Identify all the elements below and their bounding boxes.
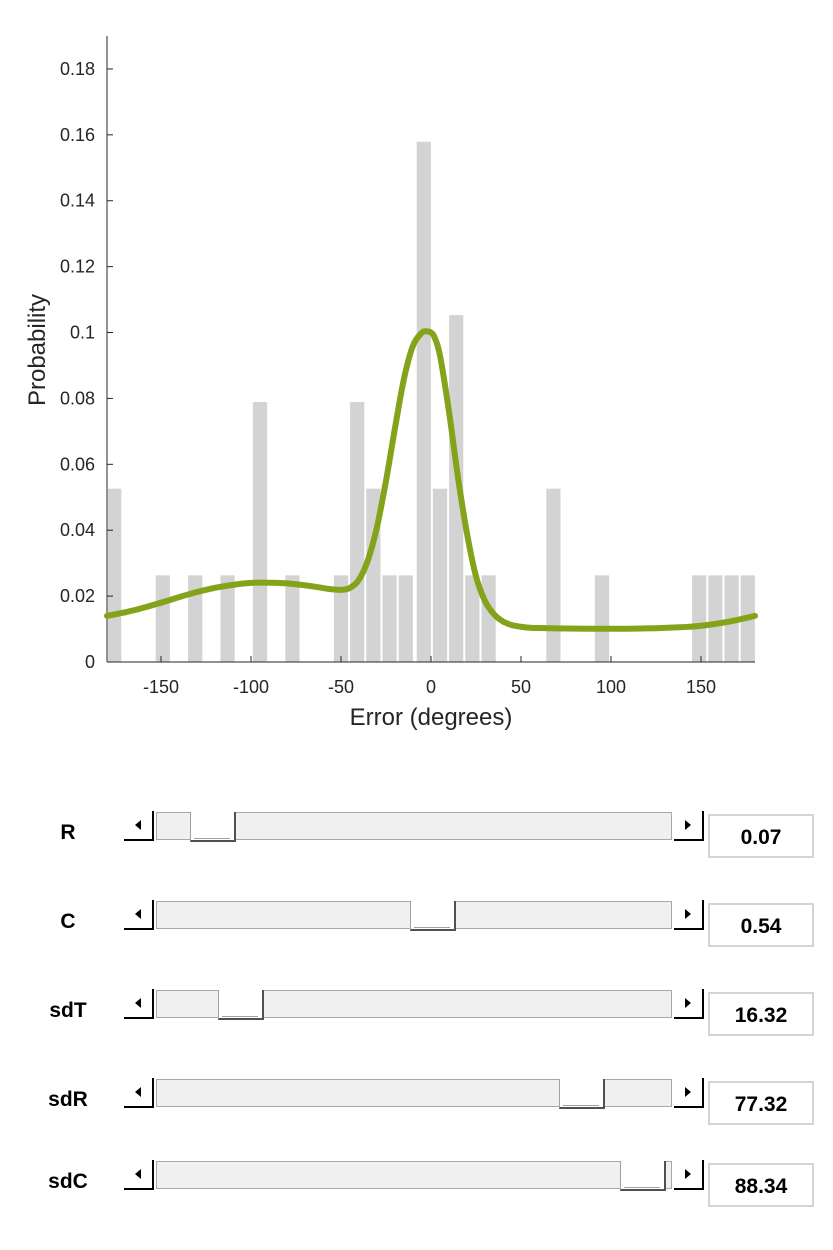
slider-increment-button[interactable]: [674, 811, 704, 841]
slider-value-field[interactable]: 88.34: [708, 1163, 814, 1207]
histogram-bar: [481, 575, 496, 662]
arrow-left-icon: [135, 1087, 141, 1097]
x-tick-label: -150: [143, 677, 179, 697]
model-fit-curve: [104, 328, 758, 632]
slider-label: C: [60, 910, 76, 933]
slider-decrement-button[interactable]: [124, 989, 154, 1019]
histogram-bar: [108, 488, 122, 662]
arrow-right-icon: [685, 998, 691, 1008]
slider-thumb[interactable]: [620, 1161, 667, 1191]
y-tick-label: 0: [85, 652, 95, 672]
slider-row-c: C 0.54: [0, 900, 833, 948]
histogram-bar: [333, 575, 349, 662]
arrow-right-icon: [685, 820, 691, 830]
y-tick-label: 0.14: [60, 191, 95, 211]
arrow-right-icon: [685, 1169, 691, 1179]
y-tick-label: 0.1: [70, 323, 95, 343]
slider-sdt[interactable]: [124, 989, 704, 1020]
slider-thumb[interactable]: [409, 901, 456, 931]
slider-trough[interactable]: [156, 901, 672, 931]
slider-sdr[interactable]: [124, 1078, 704, 1109]
arrow-left-icon: [135, 998, 141, 1008]
slider-thumb[interactable]: [189, 812, 236, 842]
x-tick-label: 150: [686, 677, 716, 697]
chart-axes: [106, 36, 755, 663]
slider-label: R: [60, 821, 76, 844]
slider-increment-button[interactable]: [674, 1078, 704, 1108]
slider-decrement-button[interactable]: [124, 1160, 154, 1190]
histogram-bar: [188, 575, 203, 662]
histogram-bar: [155, 575, 170, 662]
histogram-bar: [416, 141, 431, 662]
histogram-bar: [465, 575, 480, 662]
slider-c[interactable]: [124, 900, 704, 931]
arrow-left-icon: [135, 909, 141, 919]
arrow-left-icon: [135, 820, 141, 830]
x-tick-label: -50: [328, 677, 354, 697]
x-tick-label: 100: [596, 677, 626, 697]
histogram-bars: [108, 141, 755, 662]
y-tick-label: 0.18: [60, 59, 95, 79]
slider-trough[interactable]: [156, 1079, 672, 1109]
x-tick-label: -100: [233, 677, 269, 697]
slider-r[interactable]: [124, 811, 704, 842]
error-histogram-chart: -150 -100 -50 0 50 100 150 0 0.02 0.04 0.06 0.08 0.1…: [24, 36, 758, 731]
slider-trough[interactable]: [156, 812, 672, 842]
slider-row-sdc: sdC 88.34: [0, 1160, 833, 1208]
slider-label: sdR: [48, 1088, 88, 1111]
histogram-bar: [708, 575, 723, 662]
y-tick-label: 0.16: [60, 125, 95, 145]
slider-row-sdr: sdR 77.32: [0, 1078, 833, 1126]
x-tick-label: 50: [511, 677, 531, 697]
arrow-right-icon: [685, 909, 691, 919]
slider-decrement-button[interactable]: [124, 1078, 154, 1108]
slider-increment-button[interactable]: [674, 1160, 704, 1190]
histogram-bar: [546, 488, 561, 662]
slider-row-r: R 0.07: [0, 811, 833, 859]
slider-trough[interactable]: [156, 1161, 672, 1191]
slider-trough[interactable]: [156, 990, 672, 1020]
y-tick-label: 0.12: [60, 257, 95, 277]
histogram-bar: [350, 402, 365, 662]
slider-label: sdC: [48, 1170, 88, 1193]
arrow-left-icon: [135, 1169, 141, 1179]
chart-ticks: -150 -100 -50 0 50 100 150 0 0.02 0.04 0.06 0.08 0.1…: [60, 59, 716, 697]
slider-value-field[interactable]: 0.07: [708, 814, 814, 858]
histogram-bar: [382, 575, 397, 662]
y-tick-label: 0.06: [60, 454, 95, 474]
arrow-right-icon: [685, 1087, 691, 1097]
histogram-bar: [449, 315, 464, 662]
y-axis-label: Probability: [24, 294, 51, 406]
histogram-bar: [432, 488, 448, 662]
y-tick-label: 0.02: [60, 586, 95, 606]
y-tick-label: 0.04: [60, 520, 95, 540]
x-tick-label: 0: [426, 677, 436, 697]
histogram-bar: [398, 575, 413, 662]
histogram-bar: [220, 575, 235, 662]
slider-increment-button[interactable]: [674, 989, 704, 1019]
slider-thumb[interactable]: [217, 990, 264, 1020]
histogram-bar: [252, 402, 268, 662]
slider-increment-button[interactable]: [674, 900, 704, 930]
slider-sdc[interactable]: [124, 1160, 704, 1191]
y-tick-label: 0.08: [60, 388, 95, 408]
slider-value-field[interactable]: 16.32: [708, 992, 814, 1036]
histogram-bar: [692, 575, 707, 662]
histogram-bar: [285, 575, 300, 662]
slider-decrement-button[interactable]: [124, 811, 154, 841]
slider-decrement-button[interactable]: [124, 900, 154, 930]
histogram-bar: [594, 575, 610, 662]
x-axis-label: Error (degrees): [350, 704, 513, 731]
slider-value-field[interactable]: 0.54: [708, 903, 814, 947]
slider-row-sdt: sdT 16.32: [0, 989, 833, 1037]
slider-label: sdT: [49, 999, 87, 1022]
slider-value-field[interactable]: 77.32: [708, 1081, 814, 1125]
slider-thumb[interactable]: [559, 1079, 606, 1109]
